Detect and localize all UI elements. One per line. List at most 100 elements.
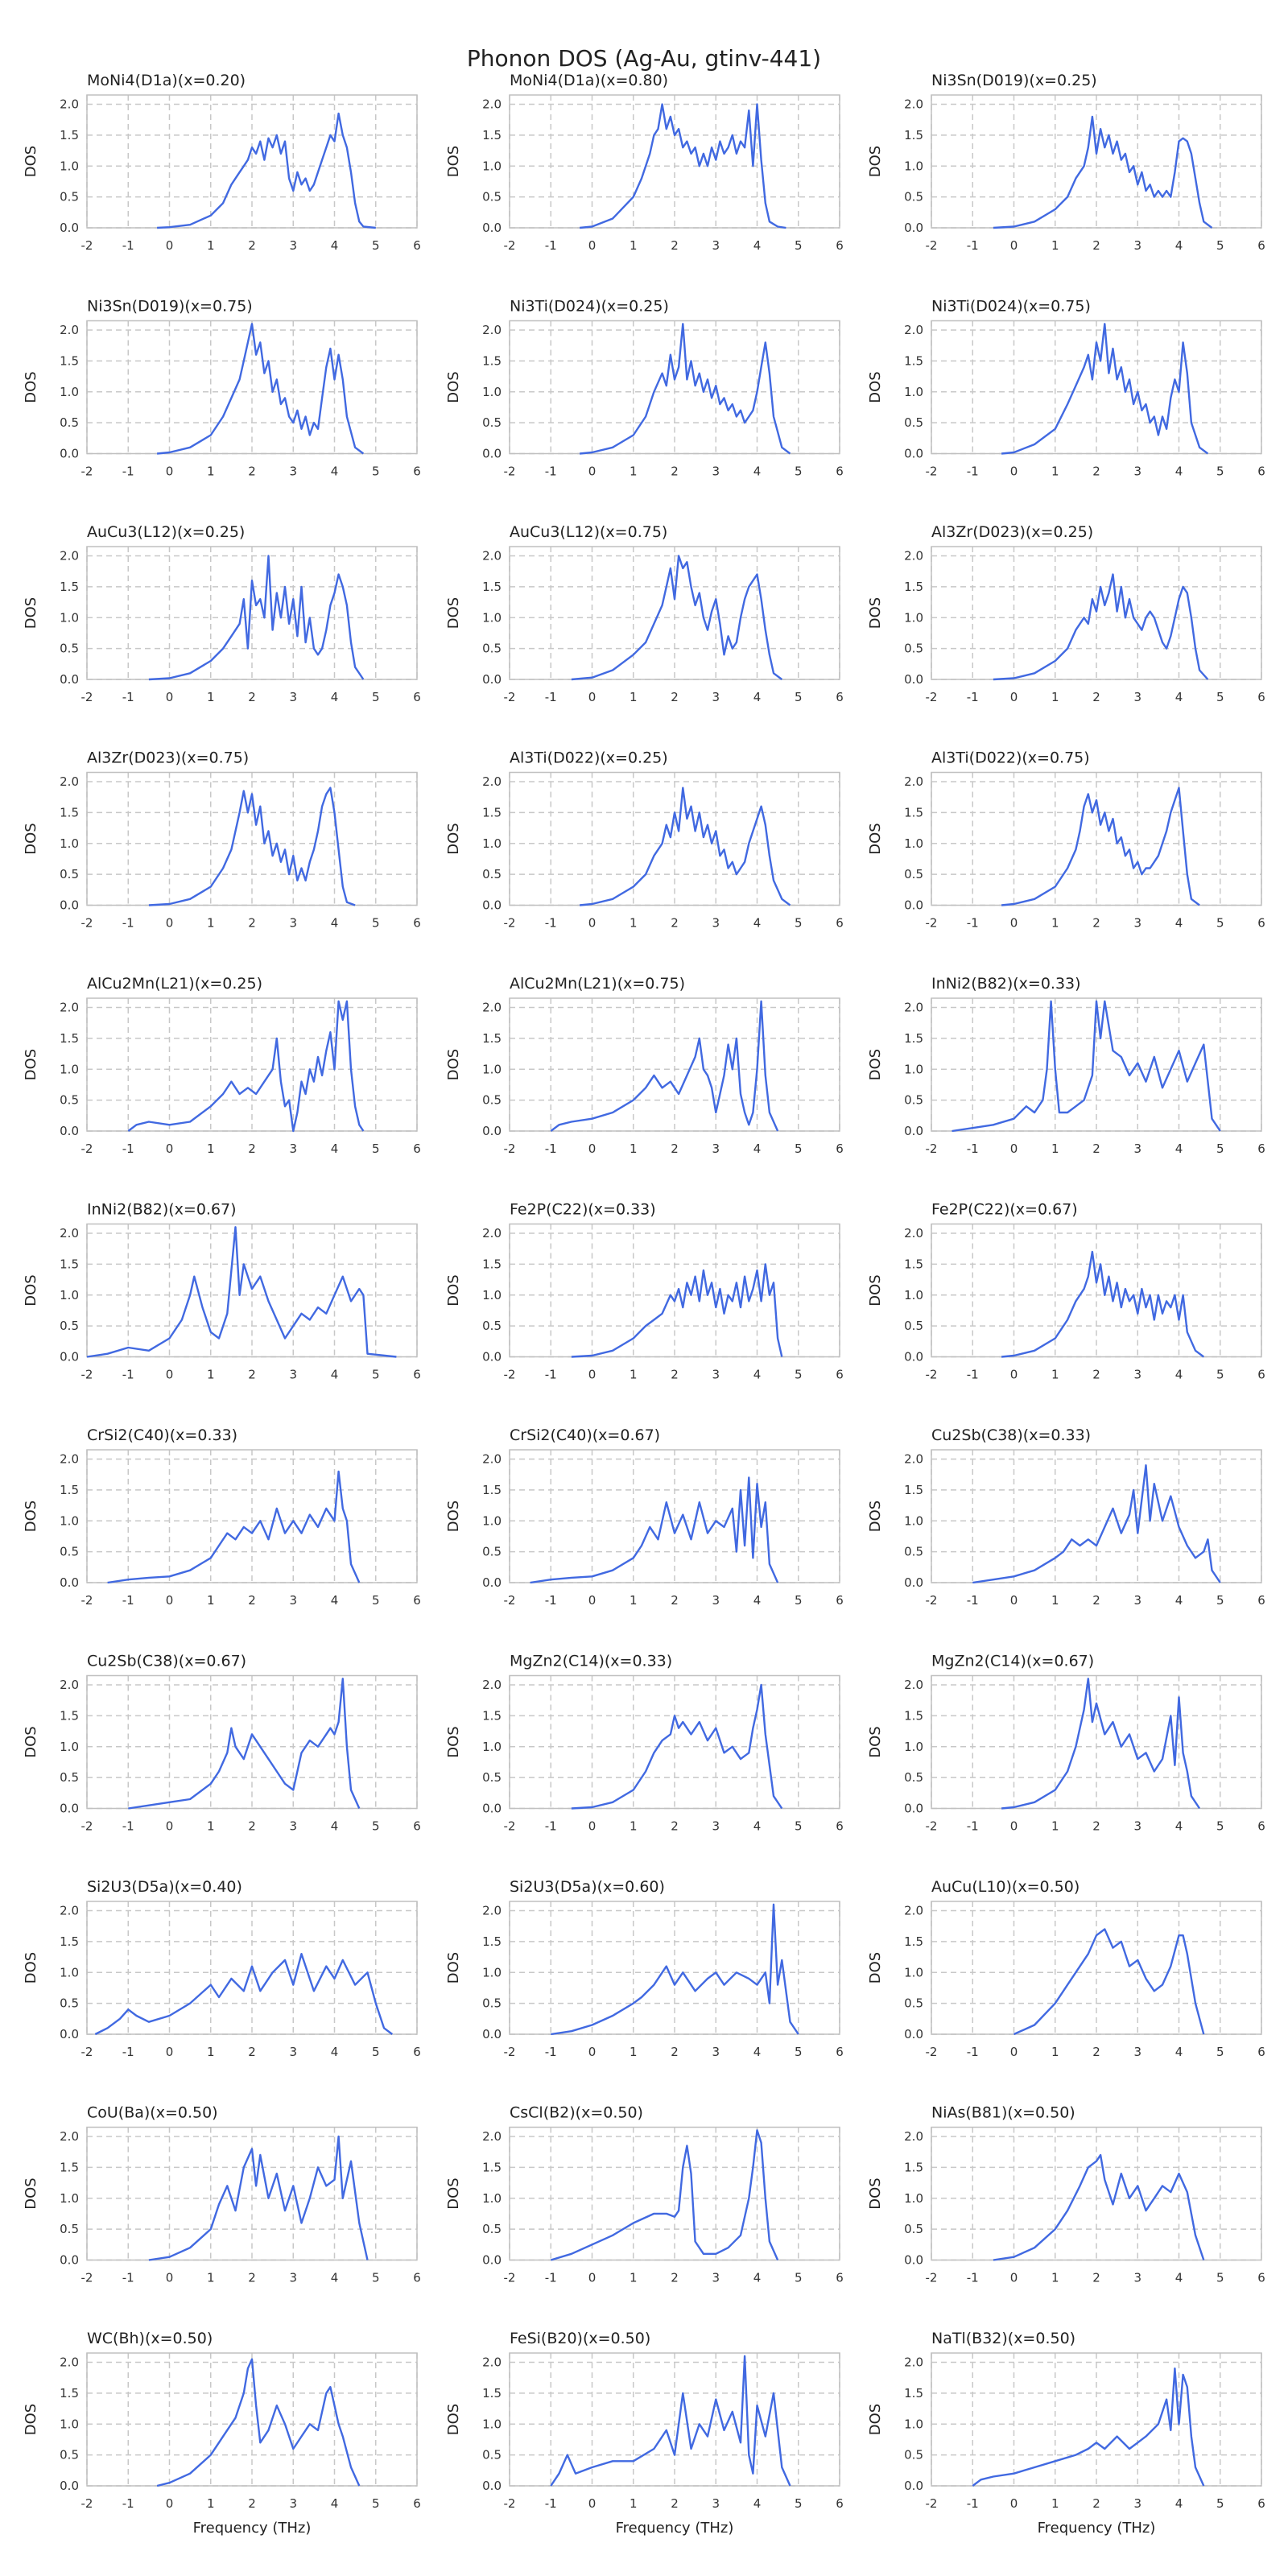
x-tick-label: 2: [1092, 238, 1100, 253]
y-tick-label: 0.5: [60, 1996, 79, 2011]
x-tick-label: -1: [122, 1368, 134, 1382]
axes-frame: [509, 1449, 840, 1583]
y-tick-label: 1.5: [60, 128, 79, 142]
x-tick-label: 4: [331, 2271, 339, 2285]
x-tick-label: 5: [1216, 2045, 1224, 2059]
x-tick-label: 0: [1010, 2271, 1018, 2285]
x-tick-label: 1: [1051, 2045, 1059, 2059]
y-axis-label: DOS: [445, 2178, 462, 2209]
y-axis-label: DOS: [23, 597, 39, 629]
x-tick-label: 4: [753, 2271, 762, 2285]
x-tick-label: 4: [1175, 1368, 1183, 1382]
dos-series-line: [972, 1463, 1221, 1584]
dos-series-line: [107, 1470, 361, 1584]
x-tick-label: -1: [967, 464, 979, 479]
y-tick-label: 0.0: [904, 2253, 923, 2268]
x-tick-label: -1: [545, 238, 557, 253]
y-tick-label: 0.0: [60, 447, 79, 461]
panel-title: Ni3Ti(D024)(x=0.75): [931, 298, 1091, 316]
x-tick-label: 1: [207, 1593, 215, 1608]
y-axis-label: DOS: [445, 1049, 462, 1080]
y-tick-label: 1.5: [60, 2386, 79, 2401]
y-axis-label: DOS: [23, 1952, 39, 1984]
x-tick-label: 1: [1051, 690, 1059, 704]
y-axis-label: DOS: [867, 597, 884, 629]
panel-title: AlCu2Mn(L21)(x=0.75): [510, 975, 685, 993]
y-axis-label: DOS: [867, 2404, 884, 2435]
x-tick-label: 5: [1216, 1593, 1224, 1608]
x-tick-label: 4: [1175, 916, 1183, 931]
dos-series-line: [157, 112, 376, 229]
dos-series-line: [156, 323, 365, 455]
x-tick-label: -1: [122, 916, 134, 931]
panel-title: AuCu(L10)(x=0.50): [931, 1878, 1080, 1896]
y-tick-label: 2.0: [482, 2355, 502, 2370]
x-tick-label: -1: [967, 1368, 979, 1382]
y-tick-label: 0.0: [482, 221, 502, 235]
x-tick-label: 2: [671, 690, 679, 704]
x-tick-label: 4: [1175, 464, 1183, 479]
x-tick-label: 5: [372, 1819, 380, 1834]
x-tick-label: 5: [1216, 690, 1224, 704]
x-tick-label: 0: [1010, 2496, 1018, 2511]
y-tick-label: 0.0: [482, 2253, 502, 2268]
y-tick-label: 1.5: [482, 2386, 502, 2401]
y-tick-label: 0.5: [60, 2448, 79, 2462]
dos-panel: CrSi2(C40)(x=0.67) -2 -1 0 1 2 3 4 5 6 0.0 0.5 1.0 1.…: [445, 1426, 844, 1608]
y-tick-label: 1.0: [482, 2191, 502, 2206]
x-tick-label: 2: [1092, 1141, 1100, 1156]
y-tick-label: 2.0: [904, 2129, 923, 2144]
x-tick-label: 2: [671, 2496, 679, 2511]
y-tick-label: 1.5: [904, 1257, 923, 1271]
x-tick-label: 5: [795, 916, 803, 931]
x-tick-label: 2: [248, 1819, 256, 1834]
y-tick-label: 1.0: [60, 2191, 79, 2206]
x-tick-label: 2: [671, 1819, 679, 1834]
x-tick-label: 4: [753, 916, 762, 931]
panel-title: MoNi4(D1a)(x=0.80): [510, 72, 668, 89]
panel-title: Ni3Ti(D024)(x=0.25): [510, 298, 669, 316]
y-axis-label: DOS: [445, 597, 462, 629]
dos-series-line: [1013, 1928, 1205, 2036]
x-tick-label: 6: [413, 2045, 421, 2059]
y-tick-label: 1.0: [904, 1513, 923, 1528]
y-tick-label: 0.5: [904, 415, 923, 430]
axes-frame: [86, 1901, 418, 2035]
x-tick-label: 2: [671, 1368, 679, 1382]
x-tick-label: 2: [1092, 690, 1100, 704]
y-tick-label: 2.0: [60, 1452, 79, 1467]
dos-panel: AlCu2Mn(L21)(x=0.25) -2 -1 0 1 2 3 4 5 6 0.0 0.5 1.0…: [23, 975, 421, 1156]
x-tick-label: 2: [248, 1368, 256, 1382]
panel-title: Ni3Sn(D019)(x=0.25): [931, 72, 1097, 89]
y-tick-label: 1.5: [482, 128, 502, 142]
y-tick-label: 0.0: [904, 672, 923, 687]
panel-title: MgZn2(C14)(x=0.33): [510, 1653, 672, 1670]
dos-series-line: [156, 2358, 361, 2487]
panel-title: Ni3Sn(D019)(x=0.75): [87, 298, 253, 316]
dos-panel: NiAs(B81)(x=0.50) -2 -1 0 1 2 3 4 5 6 0.0 0.5 1.0 1.5…: [867, 2104, 1265, 2285]
y-tick-label: 2.0: [60, 2129, 79, 2144]
dos-series-line: [579, 323, 791, 455]
x-tick-label: 6: [413, 238, 421, 253]
y-tick-label: 0.0: [60, 1575, 79, 1590]
panel-title: Fe2P(C22)(x=0.67): [931, 1201, 1078, 1219]
axes-frame: [931, 1674, 1262, 1810]
y-tick-label: 2.0: [904, 1226, 923, 1241]
x-tick-label: 5: [372, 464, 380, 479]
dos-panel: MoNi4(D1a)(x=0.80) -2 -1 0 1 2 3 4 5 6 0.0 0.5 1.0 1.…: [445, 72, 844, 253]
x-tick-label: 6: [413, 1368, 421, 1382]
dos-panel: Ni3Ti(D024)(x=0.75) -2 -1 0 1 2 3 4 5 6 0.0 0.5 1.0 1…: [867, 298, 1265, 479]
y-tick-label: 0.5: [482, 867, 502, 881]
y-tick-label: 1.0: [60, 1740, 79, 1754]
y-tick-label: 2.0: [60, 549, 79, 564]
x-tick-label: 0: [588, 1819, 597, 1834]
y-tick-label: 0.5: [482, 415, 502, 430]
x-tick-label: 6: [836, 2271, 844, 2285]
x-tick-label: 3: [1133, 464, 1141, 479]
y-axis-label: DOS: [23, 823, 39, 854]
x-tick-label: -2: [926, 2496, 938, 2511]
x-tick-label: 0: [166, 2271, 174, 2285]
x-tick-label: 3: [712, 916, 720, 931]
x-tick-label: -2: [504, 2496, 516, 2511]
x-tick-label: 3: [289, 238, 297, 253]
